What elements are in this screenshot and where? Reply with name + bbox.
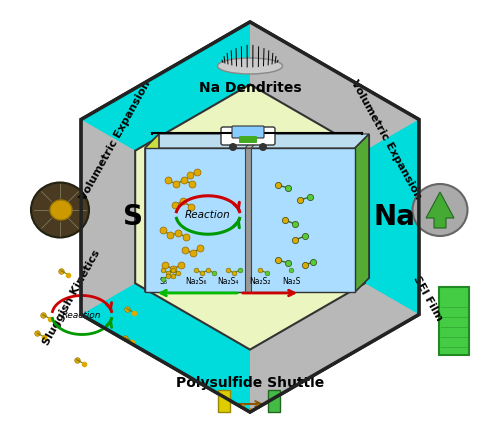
Text: Na₂S₆: Na₂S₆: [185, 277, 207, 286]
FancyBboxPatch shape: [218, 390, 230, 412]
Text: Na₂S: Na₂S: [282, 277, 300, 286]
Text: Sluggish Kinetics: Sluggish Kinetics: [42, 249, 102, 347]
Polygon shape: [250, 119, 419, 315]
Polygon shape: [250, 217, 419, 412]
Text: Polysulfide Shuttle: Polysulfide Shuttle: [176, 376, 324, 390]
FancyBboxPatch shape: [439, 287, 469, 355]
Text: Na₂S₄: Na₂S₄: [218, 277, 238, 286]
Polygon shape: [81, 217, 250, 412]
Polygon shape: [426, 192, 454, 228]
Text: Na Dendrites: Na Dendrites: [198, 81, 302, 95]
Text: Volumetric Expansion: Volumetric Expansion: [78, 79, 152, 201]
FancyBboxPatch shape: [221, 127, 275, 145]
Text: Na₂S₂: Na₂S₂: [249, 277, 271, 286]
Polygon shape: [81, 119, 250, 315]
Polygon shape: [159, 134, 369, 278]
Ellipse shape: [31, 183, 89, 237]
Polygon shape: [145, 148, 355, 292]
Polygon shape: [135, 84, 365, 350]
Polygon shape: [81, 22, 419, 412]
Text: S₈: S₈: [159, 277, 167, 286]
Polygon shape: [250, 22, 419, 217]
Text: SEI Film: SEI Film: [412, 274, 444, 322]
Ellipse shape: [412, 184, 468, 236]
Text: S: S: [123, 203, 143, 231]
Polygon shape: [145, 134, 159, 292]
Circle shape: [229, 143, 237, 151]
FancyBboxPatch shape: [268, 390, 280, 412]
Text: Na: Na: [373, 203, 415, 231]
Polygon shape: [245, 134, 265, 148]
Polygon shape: [355, 134, 369, 292]
Ellipse shape: [218, 58, 282, 74]
FancyBboxPatch shape: [239, 136, 257, 143]
Polygon shape: [245, 148, 251, 292]
Text: Volumetric Expansion: Volumetric Expansion: [349, 79, 423, 201]
Ellipse shape: [50, 200, 72, 220]
FancyBboxPatch shape: [232, 126, 264, 138]
Circle shape: [259, 143, 267, 151]
Text: Reaction: Reaction: [185, 210, 231, 220]
Polygon shape: [81, 22, 250, 217]
Text: Reaction: Reaction: [62, 310, 102, 319]
Polygon shape: [145, 134, 369, 148]
